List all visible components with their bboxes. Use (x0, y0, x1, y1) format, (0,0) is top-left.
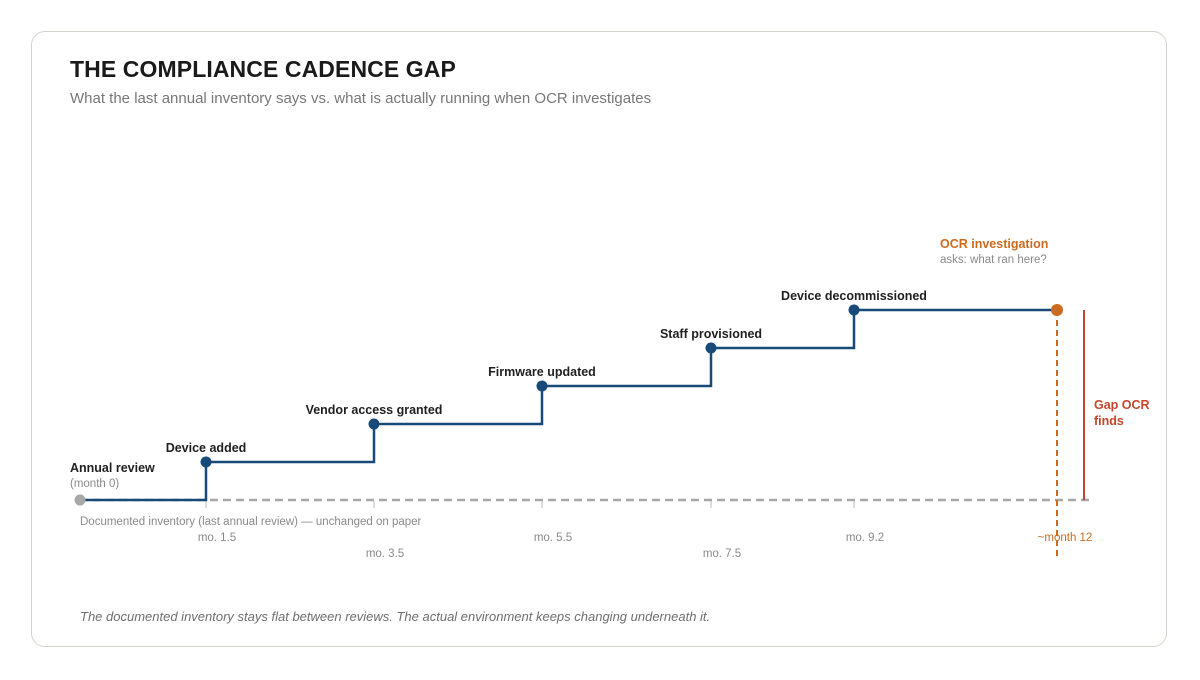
timeline-ticks (205, 501, 855, 508)
chart-card (31, 31, 1167, 647)
event-label: Firmware updated (488, 365, 596, 379)
tick-labels: mo. 1.5 mo. 3.5 mo. 5.5 mo. 7.5 mo. 9.2 (198, 532, 884, 560)
event-marker (368, 418, 380, 430)
page-subtitle: What the last annual inventory says vs. … (70, 90, 652, 107)
investigation-label: OCR investigation (940, 237, 1048, 251)
footnote: The documented inventory stays flat betw… (80, 609, 711, 624)
event-label: Device decommissioned (781, 289, 927, 303)
tick-label: mo. 5.5 (534, 532, 572, 544)
investigation-marker (1051, 304, 1063, 316)
page-title: THE COMPLIANCE CADENCE GAP (70, 56, 456, 82)
actual-environment-step-line (80, 308, 1057, 502)
investigation-sublabel: asks: what ran here? (940, 254, 1047, 266)
annual-review-sublabel: (month 0) (70, 478, 119, 490)
tick-label: mo. 7.5 (703, 548, 741, 560)
event-marker (536, 380, 548, 392)
tick-label: mo. 1.5 (198, 532, 236, 544)
tick-label: mo. 3.5 (366, 548, 404, 560)
event-markers (200, 304, 860, 468)
investigation-tick-label: ~month 12 (1038, 532, 1093, 544)
gap-label: Gap OCR (1094, 398, 1150, 412)
event-label: Staff provisioned (660, 327, 762, 341)
event-label: Device added (166, 441, 247, 455)
tick-label: mo. 9.2 (846, 532, 884, 544)
annual-review-label: Annual review (70, 461, 155, 475)
annual-review-marker (74, 494, 86, 506)
baseline-label: Documented inventory (last annual review… (80, 516, 422, 528)
event-marker (200, 456, 212, 468)
event-labels: Device added Vendor access granted Firmwar… (166, 289, 927, 455)
event-marker (705, 342, 717, 354)
event-marker (848, 304, 860, 316)
event-label: Vendor access granted (306, 403, 443, 417)
gap-label-continued: finds (1094, 414, 1124, 428)
